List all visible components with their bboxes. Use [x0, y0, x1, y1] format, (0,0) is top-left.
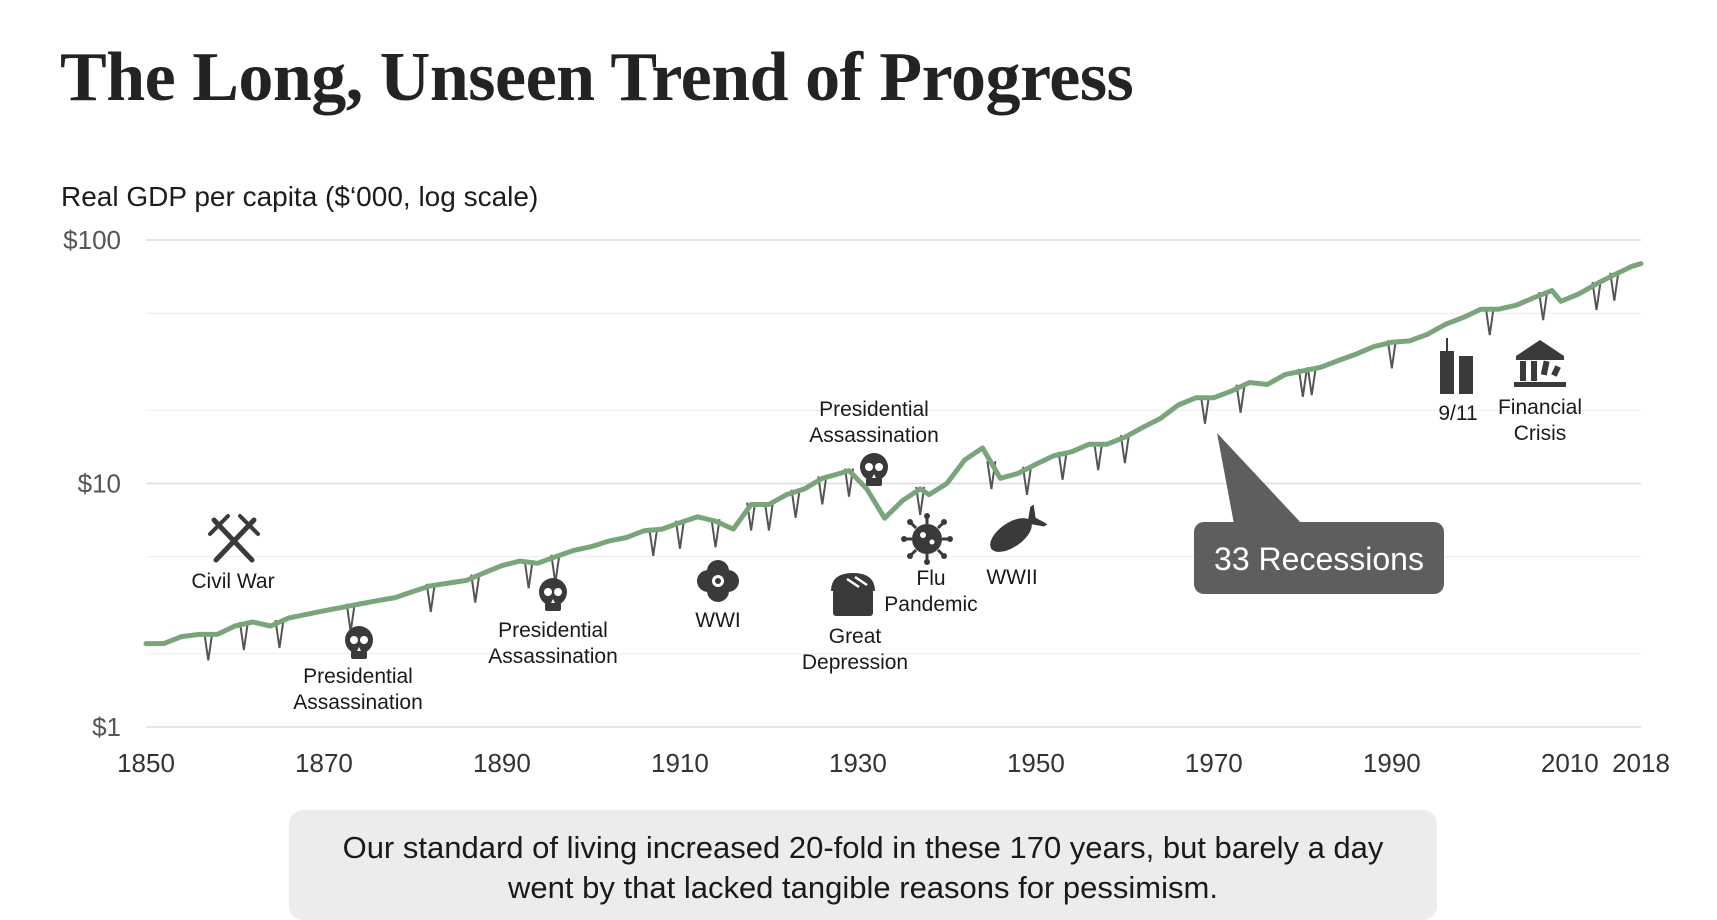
- crossed-swords-icon: [208, 514, 260, 563]
- label-wwii: WWII: [986, 566, 1037, 589]
- recession-dip: [523, 560, 534, 589]
- callout-text: 33 Recessions: [1214, 541, 1424, 577]
- recession-dip: [790, 489, 801, 518]
- recession-dip: [1093, 442, 1104, 471]
- recession-dip: [470, 574, 481, 603]
- recession-dip: [1538, 291, 1549, 321]
- label-flu-pandemic: Pandemic: [884, 593, 977, 616]
- y-tick-label: $1: [92, 712, 121, 742]
- label-wwi: WWI: [695, 609, 740, 632]
- skull-icon: [860, 453, 888, 486]
- summary-box: Our standard of living increased 20-fold…: [289, 810, 1437, 920]
- gdp-series: [143, 261, 1644, 647]
- label-flu-pandemic: Flu: [916, 567, 945, 590]
- recession-dip: [1591, 281, 1602, 311]
- recession-dip: [1386, 340, 1397, 369]
- label-great-depression: Great: [829, 625, 882, 648]
- recession-dip: [1609, 272, 1620, 301]
- recession-dip: [1484, 307, 1495, 336]
- skull-icon: [539, 578, 567, 611]
- x-tick-label: 2010: [1541, 748, 1599, 778]
- x-tick-label: 1850: [117, 748, 175, 778]
- label-financial-crisis: Crisis: [1514, 422, 1567, 445]
- label-financial-crisis: Financial: [1498, 396, 1582, 419]
- callout-box: [1194, 522, 1444, 594]
- label-great-depression: Depression: [802, 651, 908, 674]
- label-assassination-1881: Assassination: [488, 645, 618, 668]
- recession-dip: [915, 486, 926, 516]
- twin-towers-icon: [1440, 338, 1473, 394]
- recession-dip: [1297, 368, 1308, 398]
- x-tick-label: 1950: [1007, 748, 1065, 778]
- x-tick-label: 2018: [1612, 748, 1670, 778]
- recessions-callout: 33 Recessions: [1194, 433, 1444, 594]
- collapsing-bank-icon: [1514, 340, 1566, 387]
- y-axis-ticks: $1 $10 $100: [63, 225, 121, 742]
- x-tick-label: 1890: [473, 748, 531, 778]
- virus-icon: [901, 513, 953, 565]
- label-assassination-1865: Assassination: [293, 691, 423, 714]
- x-axis-ticks: 1850 1870 1890 1910 1930 1950 1970 1990 2010 2018: [117, 748, 1670, 778]
- label-nine-eleven: 9/11: [1438, 402, 1477, 425]
- recession-dip: [710, 519, 721, 548]
- x-tick-label: 1910: [651, 748, 709, 778]
- recession-dip: [648, 527, 659, 557]
- label-assassination-1881: Presidential: [498, 619, 608, 642]
- recession-dips: [203, 272, 1620, 661]
- label-assassination-1865: Presidential: [303, 665, 413, 688]
- bread-icon: [831, 573, 875, 616]
- x-tick-label: 1970: [1185, 748, 1243, 778]
- recession-dip: [274, 619, 285, 649]
- label-assassination-1901: Presidential: [819, 398, 929, 421]
- recession-dip: [238, 621, 249, 651]
- poppy-icon: [697, 560, 739, 602]
- recession-dip: [844, 468, 854, 497]
- event-labels: Civil War Presidential Assassination Pre…: [191, 396, 1582, 714]
- x-tick-label: 1990: [1363, 748, 1421, 778]
- recession-dip: [674, 520, 685, 549]
- recession-dip: [1021, 466, 1032, 495]
- y-axis-label: Real GDP per capita ($‘000, log scale): [61, 181, 539, 212]
- recession-dip: [1306, 366, 1317, 396]
- recession-dip: [1119, 435, 1130, 464]
- recession-dip: [763, 502, 774, 531]
- callout-pointer: [1217, 433, 1302, 524]
- y-tick-label: $100: [63, 225, 121, 255]
- label-civil-war: Civil War: [191, 570, 274, 593]
- recession-dip: [1235, 384, 1246, 413]
- recession-dip: [1199, 395, 1210, 424]
- x-tick-label: 1930: [829, 748, 887, 778]
- bomb-icon: [990, 504, 1048, 552]
- gdp-line: [143, 261, 1644, 647]
- recession-dip: [203, 632, 214, 661]
- recession-dip: [817, 476, 828, 505]
- y-tick-label: $10: [78, 469, 121, 499]
- chart-title: The Long, Unseen Trend of Progress: [60, 39, 1134, 116]
- gridlines: [146, 239, 1641, 728]
- x-tick-label: 1870: [295, 748, 353, 778]
- skull-icon: [345, 626, 373, 659]
- label-assassination-1901: Assassination: [809, 424, 939, 447]
- recession-dip: [1057, 451, 1068, 480]
- recession-dip: [425, 583, 436, 612]
